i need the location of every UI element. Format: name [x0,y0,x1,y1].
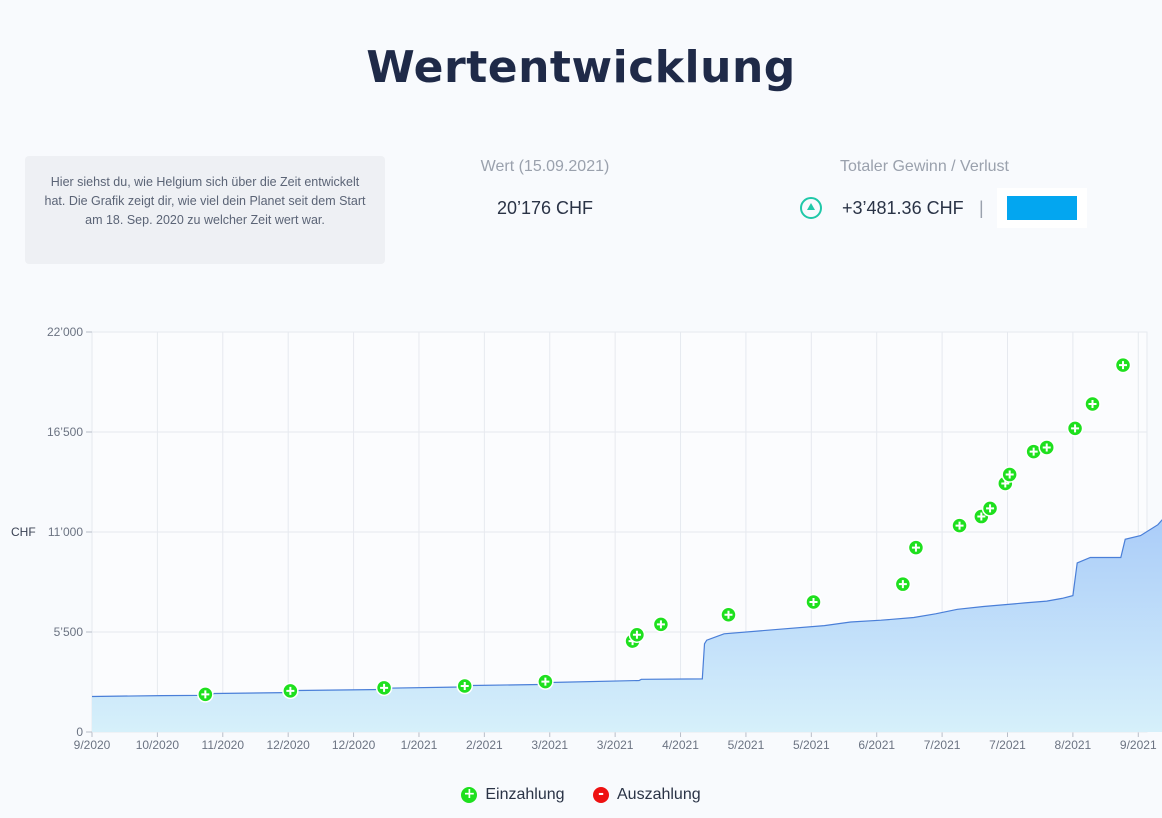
y-axis-label: CHF [11,525,36,539]
separator: | [979,198,984,218]
value-area [92,519,1162,732]
plus-icon [1005,470,1014,479]
plus-icon [911,543,920,552]
x-tick-label: 7/2021 [989,738,1026,752]
plus-icon [1088,400,1097,408]
value-line [91,519,1162,698]
gain-label: Totaler Gewinn / Verlust [840,158,1009,175]
value-amount: 20’176 CHF [496,198,594,218]
plus-icon [656,620,665,629]
plus-icon [977,512,986,521]
y-tick-label: 22’000 [47,325,83,339]
plus-icon [724,610,733,619]
legend-label-deposit: Einzahlung [485,786,565,803]
plus-icon: + [461,786,478,803]
x-tick-label: 11/2020 [202,738,245,752]
up-triangle-icon [800,197,822,219]
info-box: Hier siehst du, wie Helgium sich über di… [25,156,385,264]
legend-item-deposit[interactable]: + Einzahlung [461,786,565,804]
y-tick-label: 5’500 [54,625,84,639]
plus-icon [1042,443,1051,452]
y-tick-label: 11’000 [48,525,83,539]
x-tick-label: 5/2021 [793,738,830,752]
plus-icon [460,682,469,690]
plus-icon [1029,447,1038,456]
x-tick-label: 12/2020 [266,738,310,752]
gain-bar [1007,196,1077,220]
plus-icon [1119,361,1128,370]
y-tick-label: 16’500 [47,425,83,439]
y-tick-label: 0 [76,725,83,739]
x-tick-label: 1/2021 [401,738,438,752]
plus-icon [201,690,210,699]
gain-amount: +3’481.36 CHF [842,198,964,218]
gain-bar-container [997,188,1087,228]
plus-icon [898,580,907,589]
x-tick-label: 4/2021 [662,738,699,752]
plus-icon [955,521,964,530]
legend-item-withdrawal[interactable]: - Auszahlung [593,786,701,804]
x-tick-label: 3/2021 [531,738,568,752]
chart-legend: + Einzahlung - Auszahlung [0,786,1162,808]
plus-icon [1071,424,1080,433]
x-tick-label: 2/2021 [466,738,503,752]
plus-icon [986,504,995,513]
x-tick-label: 10/2020 [136,738,180,752]
plus-icon [380,683,389,692]
plus-icon [286,686,295,695]
minus-icon: - [593,786,609,803]
plus-icon [541,677,550,686]
value-chart: 9/2020 10/2020 11/2020 12/2020 12/2020 1/2021… [11,325,1162,752]
x-tick-label: 7/2021 [924,738,961,752]
x-tick-label: 6/2021 [858,738,895,752]
x-tick-label: 12/2020 [332,738,376,752]
x-tick-label: 8/2021 [1055,738,1092,752]
x-tick-label: 5/2021 [728,738,765,752]
x-tick-label: 3/2021 [597,738,634,752]
plus-icon [632,630,641,639]
page-title: Wertentwicklung [366,42,796,93]
x-tick-label: 9/2020 [74,738,111,752]
value-label: Wert (15.09.2021) [480,158,610,175]
plus-icon [809,598,818,606]
x-tick-label: 9/2021 [1120,738,1157,752]
legend-label-withdrawal: Auszahlung [617,786,701,803]
